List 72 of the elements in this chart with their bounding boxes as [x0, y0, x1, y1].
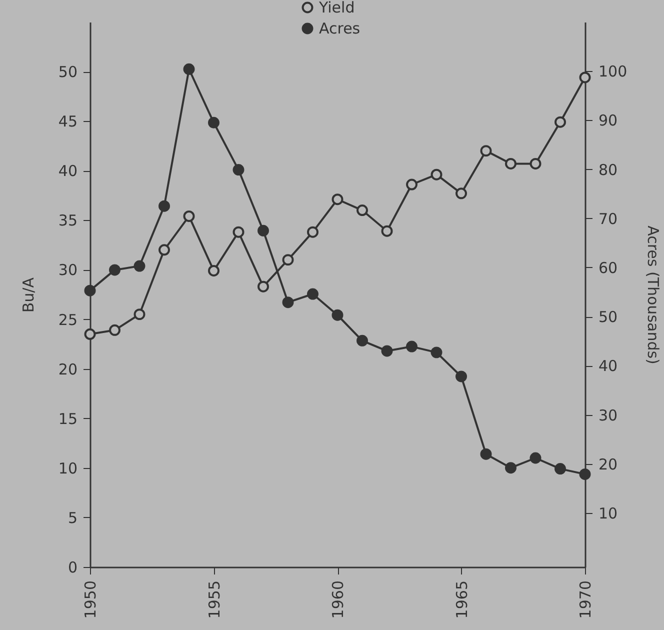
point [579, 468, 591, 480]
point [356, 334, 368, 346]
point [208, 264, 220, 276]
point [381, 225, 393, 237]
point [282, 254, 294, 266]
point [158, 244, 170, 256]
point [109, 324, 120, 336]
y2-tick-label: 100 [598, 62, 628, 81]
point [406, 178, 418, 190]
y2-tick-label: 90 [598, 112, 618, 130]
point [505, 462, 516, 474]
point [381, 345, 393, 357]
x-tick-label: 1960 [329, 580, 347, 619]
y2-tick-label: 60 [598, 258, 618, 277]
point [109, 264, 120, 276]
point [158, 200, 170, 212]
point [430, 346, 442, 358]
point [183, 210, 195, 222]
point [307, 226, 318, 238]
x-tick-label: 1970 [576, 580, 594, 619]
point [530, 158, 542, 170]
point [332, 194, 344, 206]
y-tick-label: 10 [58, 459, 78, 478]
x-tick-label: 1965 [452, 580, 471, 619]
point [134, 260, 146, 272]
y-axis-title: Bu/A [19, 276, 38, 313]
point [505, 158, 516, 170]
legend-label: Acres [319, 20, 360, 38]
x-tick-label: 1950 [82, 580, 100, 619]
point [232, 164, 244, 176]
y-tick-label: 15 [58, 410, 78, 428]
point [530, 452, 542, 464]
y2-tick-label: 80 [598, 160, 618, 179]
point [307, 288, 318, 300]
point [554, 116, 566, 128]
point [579, 72, 591, 84]
point [332, 309, 344, 321]
legend-label: Yield [318, 0, 355, 16]
y2-tick-label: 20 [598, 455, 618, 474]
point [554, 463, 566, 475]
y-tick-label: 5 [68, 508, 78, 527]
point [456, 188, 467, 200]
point [406, 340, 418, 352]
point [430, 168, 442, 180]
y2-tick-label: 50 [598, 308, 618, 326]
point [480, 145, 492, 157]
point [282, 296, 294, 308]
y-tick-label: 25 [58, 310, 78, 329]
point [258, 224, 269, 236]
y-tick-label: 35 [58, 212, 78, 230]
y2-tick-label: 10 [598, 504, 618, 522]
y2-tick-label: 70 [598, 210, 618, 228]
y-tick-label: 50 [58, 63, 78, 82]
y-tick-label: 0 [68, 558, 78, 576]
y-tick-label: 40 [58, 162, 78, 180]
y-tick-label: 30 [58, 261, 78, 280]
y-tick-label: 20 [58, 360, 78, 378]
point [134, 308, 146, 320]
x-tick-label: 1955 [205, 580, 224, 619]
point [183, 63, 195, 75]
y2-tick-label: 40 [598, 357, 618, 376]
point [232, 226, 244, 238]
point [84, 284, 96, 296]
point [208, 116, 220, 128]
point [84, 328, 96, 340]
y2-tick-label: 30 [598, 406, 618, 424]
y-tick-label: 45 [58, 112, 78, 131]
y2-axis-title: Acres (Thousands) [644, 226, 662, 364]
point [480, 448, 492, 460]
point [356, 204, 368, 216]
point [258, 280, 269, 292]
point [456, 370, 467, 382]
